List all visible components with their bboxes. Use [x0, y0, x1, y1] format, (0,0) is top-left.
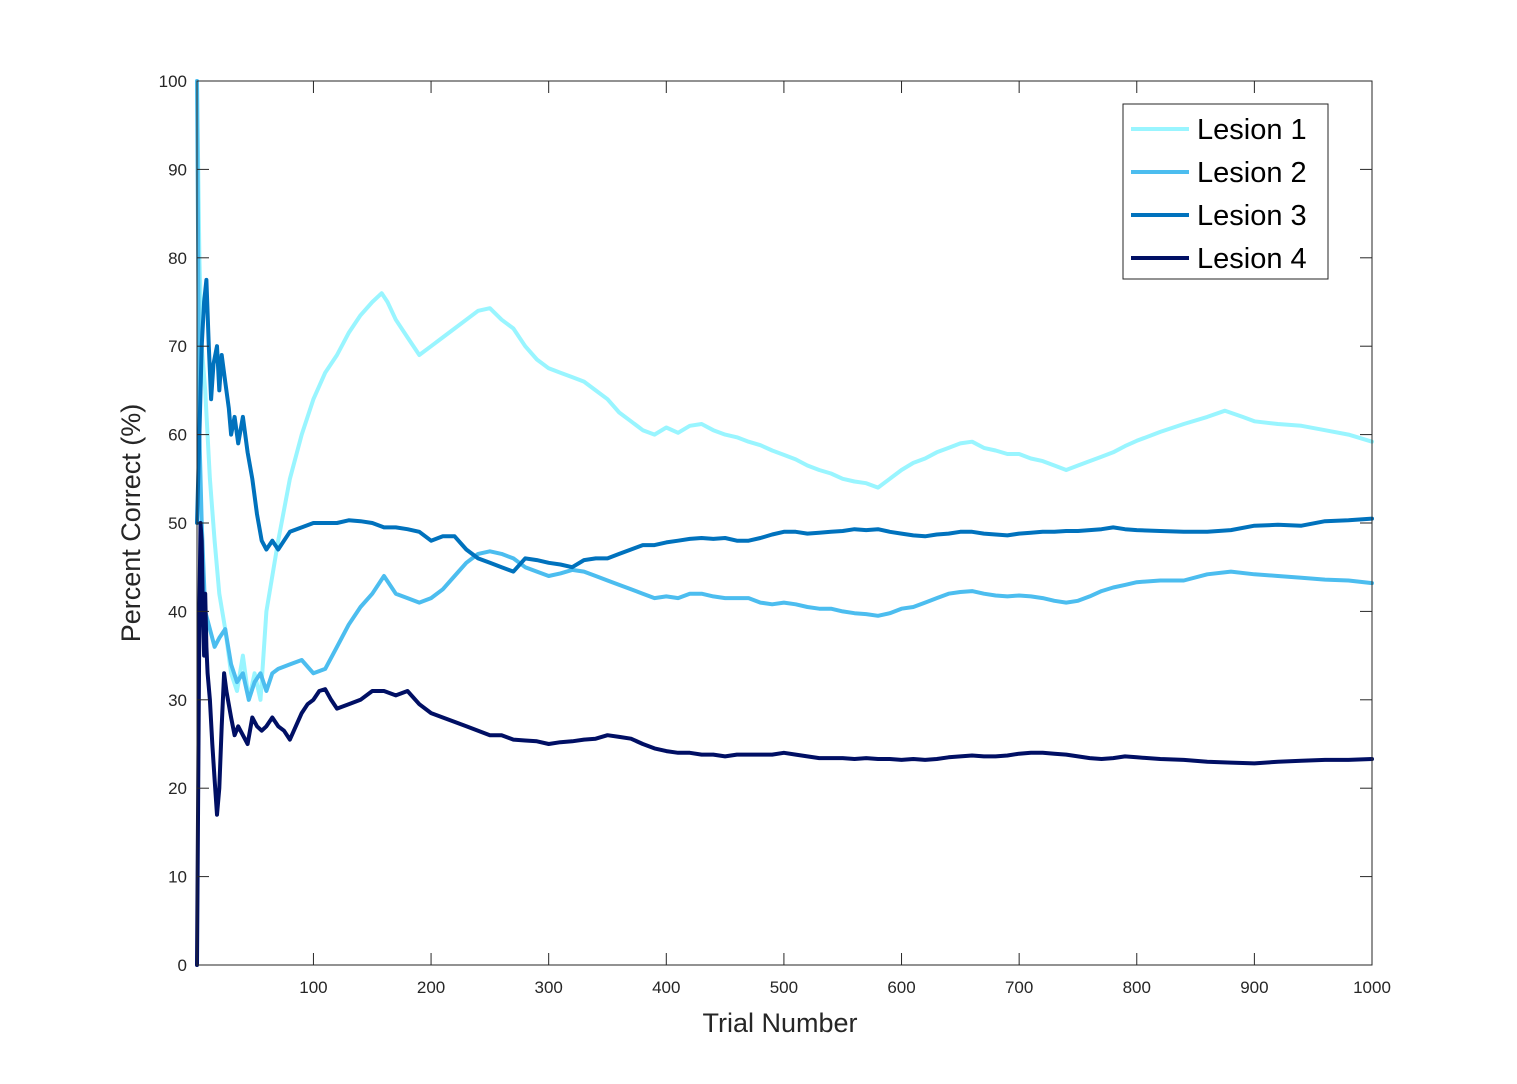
legend-label-3: Lesion 3	[1197, 200, 1307, 232]
y-tick-label: 80	[168, 249, 187, 268]
y-tick-label: 90	[168, 160, 187, 179]
y-tick-label: 20	[168, 779, 187, 798]
series-line-4	[195, 521, 1374, 967]
y-tick-label: 0	[178, 956, 187, 975]
x-tick-label: 700	[1005, 978, 1033, 997]
y-tick-label: 70	[168, 337, 187, 356]
x-tick-label: 900	[1240, 978, 1268, 997]
series-line-3	[195, 277, 1374, 574]
y-tick-label: 40	[168, 602, 187, 621]
x-tick-label: 200	[417, 978, 445, 997]
legend: Lesion 1 Lesion 2 Lesion 3 Lesion 4	[1122, 103, 1329, 280]
x-tick-label: 800	[1123, 978, 1151, 997]
x-tick-label: 1000	[1353, 978, 1391, 997]
y-axis-label: Percent Correct (%)	[116, 404, 146, 643]
series-line-1	[195, 79, 1374, 702]
x-axis-label: Trial Number	[702, 1008, 857, 1038]
x-tick-label: 600	[887, 978, 915, 997]
series-layer	[195, 79, 1374, 967]
legend-label-1: Lesion 1	[1197, 114, 1307, 146]
series-line-2	[195, 79, 1374, 702]
y-tick-label: 60	[168, 426, 187, 445]
x-tick-label: 500	[770, 978, 798, 997]
x-tick-label: 100	[299, 978, 327, 997]
y-tick-label: 10	[168, 868, 187, 887]
x-tick-label: 400	[652, 978, 680, 997]
y-tick-label: 30	[168, 691, 187, 710]
legend-box	[1122, 103, 1329, 280]
y-tick-label: 100	[159, 72, 187, 91]
legend-label-2: Lesion 2	[1197, 157, 1307, 189]
y-tick-label: 50	[168, 514, 187, 533]
x-tick-label: 300	[534, 978, 562, 997]
tick-layer: 100 200 300 400 500 600 700 800 900 1000 0 10 20 30 40…	[159, 72, 1391, 997]
legend-label-4: Lesion 4	[1197, 243, 1307, 275]
